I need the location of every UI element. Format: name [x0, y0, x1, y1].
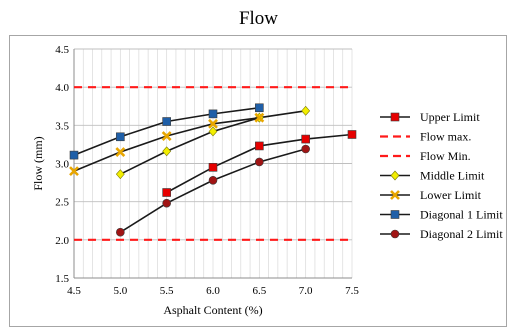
series-upper-limit — [162, 130, 357, 197]
data-point — [390, 229, 400, 239]
data-point — [390, 170, 400, 181]
legend-label: Middle Limit — [420, 169, 485, 183]
legend: Upper Limit Flow max. Flow Min. Middle Limi… — [380, 110, 503, 241]
data-point — [115, 147, 126, 157]
legend-item: Upper Limit — [380, 110, 480, 124]
y-tick-label: 3.5 — [55, 120, 69, 132]
x-tick-label: 5.5 — [160, 285, 174, 297]
data-point — [301, 134, 310, 144]
data-point — [208, 126, 218, 137]
data-point — [255, 103, 264, 113]
legend-label: Lower Limit — [420, 188, 482, 202]
data-point — [301, 144, 310, 154]
legend-label: Flow Min. — [420, 149, 471, 163]
legend-item: Lower Limit — [380, 188, 482, 202]
data-point-stroke — [115, 147, 126, 157]
x-tick-label: 5.0 — [113, 285, 127, 297]
data-point — [255, 157, 264, 167]
data-point — [390, 190, 400, 200]
x-tick-label: 7.5 — [345, 285, 359, 297]
data-point — [116, 132, 125, 142]
data-point — [255, 141, 264, 151]
legend-item: Flow Min. — [380, 149, 471, 163]
y-tick-label: 3.0 — [55, 159, 69, 171]
legend-item: Diagonal 1 Limit — [380, 208, 503, 222]
x-tick-label: 6.0 — [206, 285, 220, 297]
legend-item: Flow max. — [380, 130, 471, 144]
x-tick-label: 4.5 — [67, 285, 81, 297]
x-tick-label: 6.5 — [252, 285, 266, 297]
data-point — [390, 112, 400, 122]
data-point — [69, 166, 79, 177]
data-point-stroke — [161, 131, 172, 141]
series-diagonal-1-limit — [69, 103, 264, 160]
data-point — [162, 146, 172, 157]
y-tick-label: 2.0 — [55, 235, 69, 247]
data-point-stroke — [69, 166, 79, 177]
legend-label: Upper Limit — [420, 110, 480, 124]
legend-label: Flow max. — [420, 130, 471, 144]
data-point — [208, 118, 218, 129]
data-point — [390, 210, 400, 219]
series-diagonal-2-limit — [116, 144, 310, 237]
data-point — [162, 188, 171, 197]
y-tick-label: 4.5 — [55, 44, 69, 56]
series-lower-limit — [69, 112, 265, 177]
chart-frame — [9, 35, 507, 327]
data-point — [208, 175, 218, 185]
y-tick-label: 1.5 — [55, 273, 69, 285]
data-point — [116, 227, 125, 237]
x-axis-title: Asphalt Content (%) — [163, 303, 262, 317]
legend-label: Diagonal 2 Limit — [420, 227, 503, 241]
data-point — [208, 109, 218, 119]
legend-item: Diagonal 2 Limit — [380, 227, 503, 241]
y-tick-label: 4.0 — [55, 82, 69, 94]
data-point-stroke — [254, 112, 265, 123]
data-point — [254, 112, 265, 123]
legend-label: Diagonal 1 Limit — [420, 208, 503, 222]
data-point — [208, 163, 218, 172]
data-point-stroke — [390, 190, 400, 200]
chart-title: Flow — [238, 8, 279, 29]
y-axis-title: Flow (mm) — [31, 136, 45, 190]
data-point — [115, 169, 125, 180]
data-point — [347, 130, 357, 139]
data-point — [162, 198, 171, 208]
data-point-stroke — [208, 118, 218, 129]
legend-item: Middle Limit — [380, 169, 485, 183]
data-point — [301, 105, 311, 116]
y-tick-label: 2.5 — [55, 197, 69, 209]
data-point — [69, 150, 79, 160]
data-point — [161, 131, 172, 141]
data-point — [162, 117, 171, 126]
x-tick-label: 7.0 — [299, 285, 313, 297]
